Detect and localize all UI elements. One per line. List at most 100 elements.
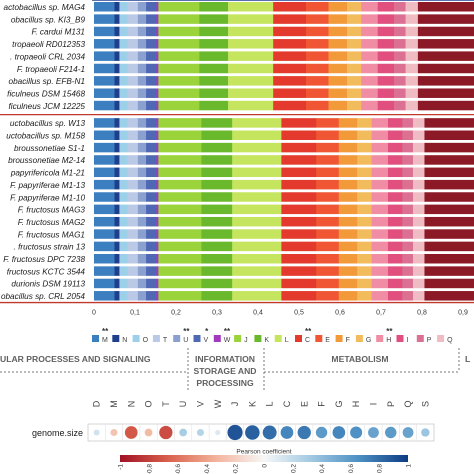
bar-segment-W xyxy=(156,278,159,289)
bar-segment-P xyxy=(402,216,414,227)
x-tick-label: 0,2 xyxy=(171,310,181,317)
group-label-information: STORAGE AND xyxy=(193,366,256,376)
bar-segment-T xyxy=(127,118,139,128)
bar-segment-K xyxy=(201,241,233,252)
bar-segment-W xyxy=(156,155,159,165)
bar-segment-J xyxy=(158,204,202,215)
significance-mark: ** xyxy=(305,327,312,336)
bar-segment-N xyxy=(114,229,120,239)
bar-segment-U xyxy=(137,39,147,49)
heatmap-cell-D xyxy=(93,429,100,436)
group-label-information: PROCESSING xyxy=(196,378,254,388)
bar-segment-H xyxy=(371,142,389,153)
bar-segment-G xyxy=(346,100,362,111)
bar-segment-C xyxy=(281,291,317,301)
bar-segment-H xyxy=(361,88,379,98)
x-axis: 0 0,1 0,2 0,3 0,4 0,5 0,6 0,7 0,8 0,9 xyxy=(92,310,468,317)
bar-segment-O xyxy=(119,130,128,140)
group-label-poorly-characterized: L xyxy=(465,354,470,364)
bar-segment-U xyxy=(137,155,147,165)
strain-label: F. fructosus MAG3 xyxy=(18,206,86,215)
bar-segment-L xyxy=(228,14,274,24)
bar-segment-P xyxy=(402,118,414,128)
bar-segment-T xyxy=(127,155,139,165)
bar-segment-C xyxy=(273,2,307,12)
bar-segment-G xyxy=(346,63,362,74)
bar-segment-T xyxy=(127,216,139,227)
bar-segment-I xyxy=(387,179,403,190)
bar-segment-M xyxy=(94,266,115,276)
bar-segment-C xyxy=(281,118,317,128)
bar-segment-P xyxy=(394,26,406,37)
bar-segment-O xyxy=(119,241,128,252)
bar-segment-T xyxy=(127,241,139,252)
bar-segment-K xyxy=(199,14,229,24)
bar-segment-O xyxy=(119,278,128,289)
bar-segment-V xyxy=(146,39,157,49)
bar-segment-Q xyxy=(412,179,425,190)
bar-segment-C xyxy=(281,229,317,239)
bar-segment-J xyxy=(158,26,200,37)
significance-mark: * xyxy=(205,327,209,336)
bar-segment-M xyxy=(94,14,115,24)
colorbar-tick: -1 xyxy=(118,464,125,470)
strain-label: F. papyriferae M1-13 xyxy=(10,181,85,190)
bar-segment-G xyxy=(346,39,362,49)
bar-segment-O xyxy=(119,204,128,215)
bar-segment-U xyxy=(137,241,147,252)
heatmap-column-label: O xyxy=(144,400,154,407)
bar-segment-F xyxy=(338,229,358,239)
bar-segment-Q xyxy=(412,155,425,165)
bar-segment-V xyxy=(146,254,157,264)
bar-segment-K xyxy=(201,167,233,178)
legend-swatch-C xyxy=(295,335,302,342)
bar-segment-U xyxy=(137,142,147,153)
bar-segment-I xyxy=(387,266,403,276)
bar-segment-P xyxy=(394,76,406,86)
bar-segment-W xyxy=(156,204,159,215)
bar-segment-I xyxy=(387,229,403,239)
bar-segment-I xyxy=(387,167,403,178)
bar-segment-E xyxy=(316,291,340,301)
bar-segment-N xyxy=(114,216,120,227)
bar-segment-K xyxy=(201,278,233,289)
bar-segment-L xyxy=(228,88,274,98)
bar-segment-E xyxy=(305,63,329,74)
bar-segment-I xyxy=(387,241,403,252)
heatmap-row-label: genome.size xyxy=(32,428,83,438)
bar-segment-T xyxy=(127,76,139,86)
bar-segment-L xyxy=(228,2,274,12)
bar-segment-I xyxy=(377,63,395,74)
bar-segment-I xyxy=(387,291,403,301)
bar-segment-K xyxy=(201,155,233,165)
bar-segment-N xyxy=(114,142,120,153)
bar-segment-L xyxy=(228,39,274,49)
bar-segment-S xyxy=(424,216,474,227)
bar-segment-W xyxy=(156,26,159,37)
legend-label-H: H xyxy=(386,337,391,344)
bar-segment-G xyxy=(346,76,362,86)
legend-label-T: T xyxy=(163,337,168,344)
colorbar-tick: -0,6 xyxy=(175,464,182,474)
bar-segment-W xyxy=(156,266,159,276)
bar-segment-L xyxy=(232,155,282,165)
bar-segment-G xyxy=(357,130,372,140)
bar-segment-Q xyxy=(405,76,419,86)
bar-segment-U xyxy=(137,14,147,24)
strain-label: F. cardui M131 xyxy=(31,28,85,37)
bar-segment-S xyxy=(424,179,474,190)
bar-segment-J xyxy=(158,130,202,140)
bar-segment-U xyxy=(137,63,147,74)
bar-segment-F xyxy=(328,100,348,111)
significance-mark: ** xyxy=(102,327,109,336)
bar-segment-U xyxy=(137,278,147,289)
bar-segment-U xyxy=(137,192,147,202)
bar-segment-T xyxy=(127,26,139,37)
bar-segment-N xyxy=(114,167,120,178)
bar-segment-G xyxy=(357,241,372,252)
bar-segment-W xyxy=(156,14,159,24)
legend-label-U: U xyxy=(183,337,188,344)
bar-segment-L xyxy=(228,51,274,61)
bar-segment-F xyxy=(328,2,348,12)
bar-segment-N xyxy=(114,291,120,301)
